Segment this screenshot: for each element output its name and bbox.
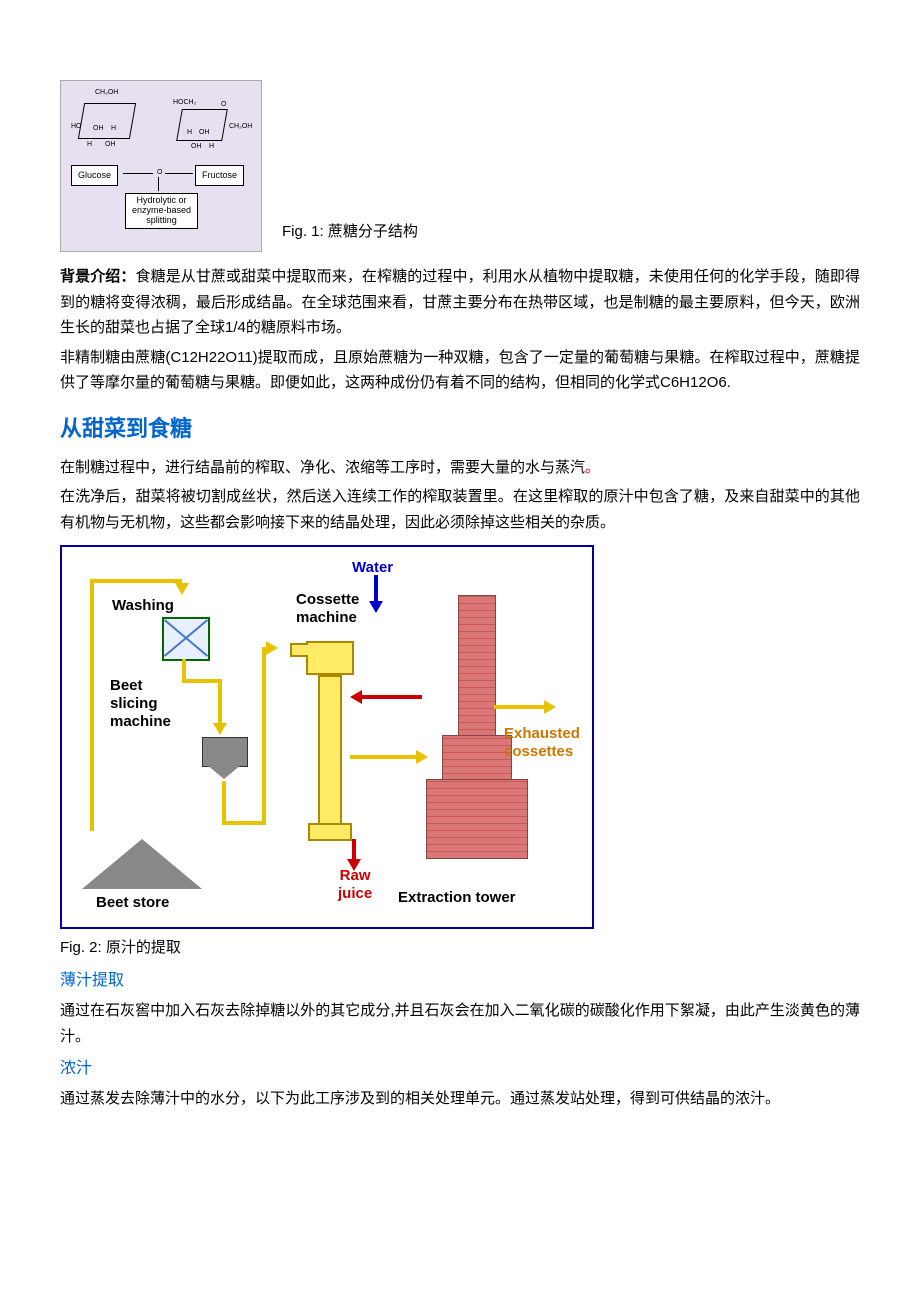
water-arrow-head: [369, 601, 383, 613]
thick-juice-heading: 浓汁: [60, 1055, 860, 1082]
pipe-v1: [90, 579, 94, 831]
wash-box: [162, 617, 210, 661]
raw-juice-head: [347, 859, 361, 871]
washing-label: Washing: [112, 593, 174, 619]
mol-h-3: H: [87, 139, 92, 151]
cossette-column-bottom: [308, 823, 352, 841]
thin-juice-para: 通过在石灰窖中加入石灰去除掉糖以外的其它成分,并且石灰会在加入二氧化碳的碳酸化作…: [60, 998, 860, 1049]
mol-oh-2: OH: [199, 127, 210, 139]
pipe-h1: [90, 579, 182, 583]
mol-h-1: H: [111, 123, 116, 135]
pipe-head-cossette: [266, 641, 278, 655]
beet-slicing-label: Beet slicing machine: [110, 677, 171, 731]
thin-juice-heading: 薄汁提取: [60, 967, 860, 994]
mol-h-2: H: [187, 127, 192, 139]
figure-1-caption: Fig. 1: 蔗糖分子结构: [282, 219, 418, 245]
water-arrow-line: [374, 575, 378, 601]
exhausted-label: Exhausted cossettes: [504, 725, 580, 761]
pipe-v5: [262, 647, 266, 825]
cossette-body: [306, 641, 354, 675]
section1-para-1: 在制糖过程中，进行结晶前的榨取、净化、浓缩等工序时，需要大量的水与蒸汽。: [60, 455, 860, 481]
pipe-h4: [350, 755, 416, 759]
beet-store-label: Beet store: [96, 890, 169, 916]
link-line-l: [123, 173, 153, 174]
figure-2-caption: Fig. 2: 原汁的提取: [60, 935, 860, 961]
split-box: Hydrolytic or enzyme-based splitting: [125, 193, 198, 229]
tower-top: [458, 595, 496, 737]
water-label: Water: [352, 555, 393, 581]
intro-para-2: 非精制糖由蔗糖(C12H22O11)提取而成，且原始蔗糖为一种双糖，包含了一定量…: [60, 345, 860, 396]
link-line-v: [158, 177, 159, 191]
raw-juice-label: Raw juice: [338, 867, 372, 902]
intro-text-1: 食糖是从甘蔗或甜菜中提取而来，在榨糖的过程中，利用水从植物中提取糖，未使用任何的…: [60, 268, 860, 336]
pipe-v3: [218, 679, 222, 723]
pipe-head-tower: [416, 750, 428, 764]
exhausted-head: [544, 700, 556, 714]
mol-ho: HO: [71, 121, 82, 133]
cossette-label: Cossette machine: [296, 591, 359, 626]
pipe-h3: [222, 821, 262, 825]
section1-para-2: 在洗净后，甜菜将被切割成丝状，然后送入连续工作的榨取装置里。在这里榨取的原汁中包…: [60, 484, 860, 535]
mol-oh-3: OH: [105, 139, 116, 151]
mol-ch2oh-r: CH₂OH: [229, 121, 252, 133]
section1-p1b-red: 。: [585, 459, 600, 476]
slicer-funnel: [207, 765, 241, 779]
cossette-nozzle: [290, 643, 308, 657]
figure-2-diagram: Water Washing Cossette machine Beet slic…: [60, 545, 594, 929]
figure-1-diagram: CH₂OH HOCH₂ O HO OH H H OH CH₂OH H OH OH…: [60, 80, 262, 252]
pipe-head-wash: [175, 583, 189, 595]
pipe-v4: [222, 781, 226, 821]
beet-store-pile: [82, 839, 202, 889]
mol-h-4: H: [209, 141, 214, 153]
pipe-v2: [182, 659, 186, 679]
thick-juice-para: 通过蒸发去除薄汁中的水分，以下为此工序涉及到的相关处理单元。通过蒸发站处理，得到…: [60, 1086, 860, 1112]
tower-mid: [442, 735, 512, 781]
cossette-column: [318, 675, 342, 827]
figure-1-row: CH₂OH HOCH₂ O HO OH H H OH CH₂OH H OH OH…: [60, 80, 860, 252]
exhausted-line: [494, 705, 544, 709]
pipe-head-slicer: [213, 723, 227, 735]
mol-hoch2: HOCH₂: [173, 97, 196, 109]
mol-oh-1: OH: [93, 123, 104, 135]
mol-oh-4: OH: [191, 141, 202, 153]
pipe-h2: [182, 679, 218, 683]
fructose-box: Fructose: [195, 165, 244, 186]
slicer-body: [202, 737, 248, 767]
section-heading-1: 从甜菜到食糖: [60, 410, 860, 447]
glucose-box: Glucose: [71, 165, 118, 186]
intro-label: 背景介绍：: [60, 268, 135, 285]
tower-base: [426, 779, 528, 859]
intro-para-1: 背景介绍：食糖是从甘蔗或甜菜中提取而来，在榨糖的过程中，利用水从植物中提取糖，未…: [60, 264, 860, 341]
glucose-ring: [78, 103, 136, 139]
link-line-r: [165, 173, 193, 174]
red-head-to-column: [350, 690, 362, 704]
raw-juice-line: [352, 839, 356, 859]
extraction-tower-label: Extraction tower: [398, 885, 516, 911]
section1-p1a: 在制糖过程中，进行结晶前的榨取、净化、浓缩等工序时，需要大量的水与蒸汽: [60, 459, 585, 476]
mol-ch2oh-left: CH₂OH: [95, 87, 118, 99]
red-pipe-h: [362, 695, 422, 699]
